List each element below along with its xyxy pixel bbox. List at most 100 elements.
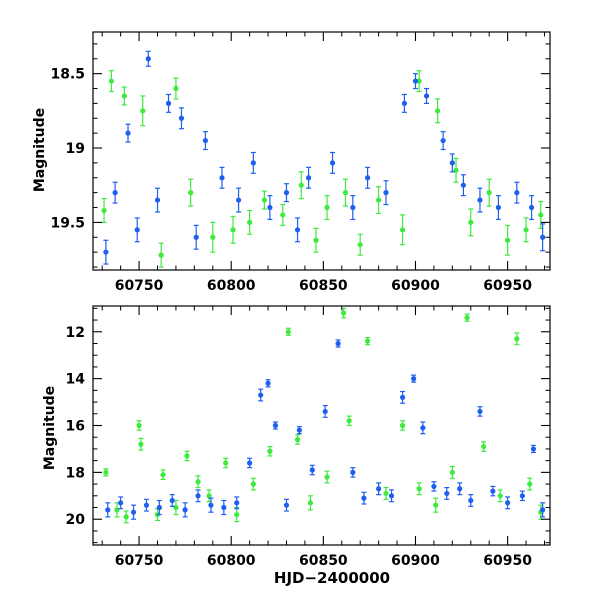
top-point [376,186,382,215]
top-point [460,174,466,197]
bottom-point [309,464,315,476]
bottom-point [156,499,162,516]
top-data-point [165,100,172,106]
bottom-point [433,497,439,513]
bottom-data-point [350,469,356,475]
top-y-axis-label: Magnitude [32,108,48,192]
bottom-data-point [324,474,330,480]
bottom-point [540,502,546,518]
top-data-point [350,204,356,211]
bottom-data-point [490,488,496,494]
bottom-data-point [105,507,111,513]
top-series-series_green [101,70,544,268]
bottom-point [173,499,179,516]
top-data-point [495,204,502,211]
bottom-data-point [294,436,301,443]
bottom-point [341,307,347,319]
bottom-x-tick-label: 60950 [483,553,532,569]
bottom-data-point [123,514,129,520]
bottom-data-point [464,315,470,321]
top-y-tick-label: 19.5 [50,215,85,231]
bottom-x-tick-label: 60750 [115,553,164,569]
bottom-data-point [283,502,290,508]
bottom-point [399,390,406,404]
bottom-point [361,491,367,505]
top-data-point [154,197,161,203]
bottom-data-point [497,493,503,499]
bottom-point [105,502,111,518]
top-data-point [364,175,371,181]
top-point [173,77,179,100]
bottom-point [505,496,511,510]
bottom-point [296,426,302,435]
top-point [134,217,140,243]
bottom-data-point [383,490,389,497]
top-data-point [416,78,422,84]
bottom-data-point [481,443,487,450]
top-x-tick-label: 60850 [299,278,348,294]
bottom-data-point [307,500,314,506]
bottom-point [444,486,450,500]
top-point [486,178,492,207]
bottom-point [184,450,190,462]
bottom-point [527,477,533,491]
bottom-data-point [388,493,395,499]
top-point [280,203,286,226]
top-data-point [219,175,225,181]
bottom-data-point [433,502,439,508]
top-data-point [173,85,179,92]
top-data-point [434,108,441,114]
bottom-point [285,327,291,336]
top-data-point [134,227,140,233]
top-data-point [145,56,151,62]
top-point [306,166,312,189]
bottom-series-series_blue [105,339,546,520]
top-data-point [440,137,446,144]
top-point [125,123,131,143]
top-point [412,73,419,90]
top-point [294,217,301,243]
top-data-point [306,175,312,181]
top-data-point [188,190,194,196]
top-point [235,187,242,213]
bottom-point [208,497,214,513]
top-data-point [280,212,286,218]
bottom-data-point [143,502,150,508]
top-plot-area [101,50,546,268]
top-point [158,242,164,268]
top-data-point [523,227,529,233]
bottom-plot-frame [92,305,551,546]
bottom-data-point [285,329,291,335]
bottom-point [234,506,240,523]
top-data-point [125,130,131,136]
top-point [165,93,172,113]
top-data-point [342,190,349,196]
bottom-point [324,470,330,484]
bottom-data-point [416,486,422,492]
top-data-point [313,237,319,243]
top-point [108,70,115,93]
bottom-data-point [514,336,520,342]
bottom-point [431,481,437,492]
top-point [283,183,290,203]
top-data-point [477,197,483,203]
top-panel: 60750 60800 60850 60900 60950 18.5 19 19.5 Magn… [32,31,551,294]
top-data-point [324,204,330,211]
top-point [178,107,185,130]
bottom-data-point [468,497,474,504]
top-point [440,131,446,151]
bottom-point [376,482,382,496]
bottom-data-point [234,500,240,506]
bottom-data-point [169,497,175,504]
top-point [210,221,216,253]
bottom-point [346,415,352,427]
bottom-data-point [272,422,279,429]
top-data-point [140,108,146,114]
bottom-data-point [160,472,166,478]
top-series-series_blue [103,50,546,265]
top-data-point [121,93,127,99]
top-ticks: 60750 60800 60850 60900 60950 18.5 19 19.5 [50,32,550,294]
top-data-point [101,207,107,214]
bottom-y-tick-label: 20 [66,512,86,528]
